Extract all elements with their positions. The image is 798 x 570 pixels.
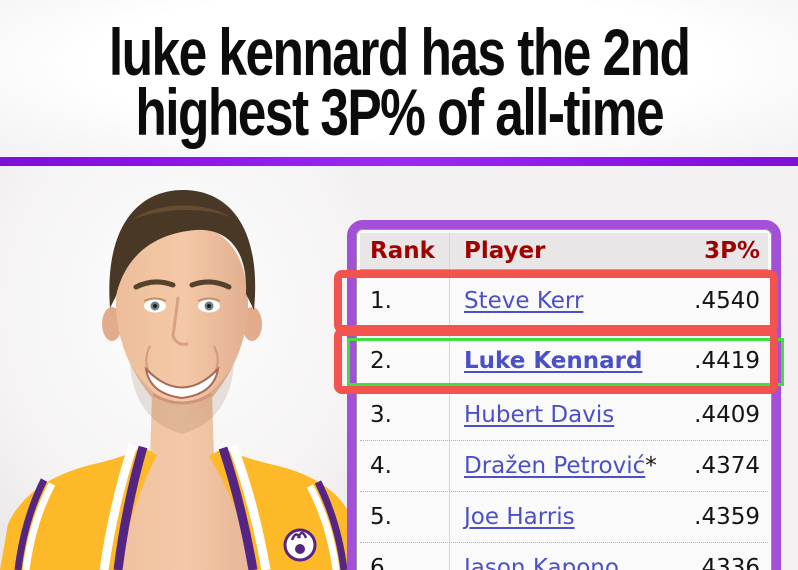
table-row: 4. Dražen Petrović * .4374: [360, 440, 768, 491]
title-line-2: highest 3P% of all-time: [135, 74, 664, 149]
player-link[interactable]: Dražen Petrović: [464, 453, 646, 479]
player-link[interactable]: Jason Kapono: [464, 555, 619, 570]
pct-cell: .4409: [694, 401, 760, 428]
table-body: 1. Steve Kerr .4540 2. Luke Kennard .441…: [360, 270, 768, 570]
pct-cell: .4540: [694, 288, 760, 314]
player-link[interactable]: Luke Kennard: [464, 347, 643, 374]
column-header-rank: Rank: [360, 233, 450, 269]
player-cell: Steve Kerr: [450, 270, 668, 332]
hof-asterisk: *: [645, 453, 657, 479]
jersey: [0, 443, 360, 570]
stats-table: Rank Player 3P% 1. Steve Kerr .4540 2. L…: [347, 220, 781, 570]
content-area: Rank Player 3P% 1. Steve Kerr .4540 2. L…: [0, 166, 798, 570]
player-body: [0, 190, 360, 570]
player-cell: Dražen Petrović *: [450, 441, 668, 491]
table-row: 2. Luke Kennard .4419: [360, 332, 768, 389]
pct-cell: .4374: [694, 453, 760, 479]
column-header-player: Player: [464, 238, 546, 264]
player-cell: Luke Kennard: [450, 332, 668, 389]
table-header-row: Rank Player 3P%: [360, 233, 768, 270]
rank-cell: 2.: [360, 332, 450, 389]
jersey-patch-logo: [283, 528, 317, 562]
player-cell: Hubert Davis: [450, 389, 668, 440]
player-link[interactable]: Hubert Davis: [464, 401, 615, 428]
pct-cell: .4419: [694, 347, 760, 374]
pct-cell: .4359: [694, 504, 760, 530]
table-row: 1. Steve Kerr .4540: [360, 270, 768, 332]
table-row: 3. Hubert Davis .4409: [360, 389, 768, 440]
purple-divider: [0, 157, 798, 166]
title-line-1: luke kennard has the 2nd: [108, 14, 691, 89]
table-row: 5. Joe Harris .4359: [360, 491, 768, 542]
player-photo: [0, 166, 360, 570]
player-link[interactable]: Joe Harris: [464, 504, 575, 530]
player-face: [102, 190, 262, 434]
rank-cell: 1.: [360, 270, 450, 332]
rank-cell: 4.: [360, 441, 450, 491]
player-cell: Jason Kapono: [450, 543, 668, 570]
rank-cell: 3.: [360, 389, 450, 440]
title-block: luke kennard has the 2nd highest 3P% of …: [0, 0, 798, 157]
player-link[interactable]: Steve Kerr: [464, 288, 584, 314]
player-cell: Joe Harris: [450, 492, 668, 542]
rank-cell: 6.: [360, 543, 450, 570]
pct-cell: .4336: [694, 555, 760, 570]
column-header-3p-pct: 3P%: [704, 238, 760, 264]
rank-cell: 5.: [360, 492, 450, 542]
table-row: 6. Jason Kapono .4336: [360, 542, 768, 570]
